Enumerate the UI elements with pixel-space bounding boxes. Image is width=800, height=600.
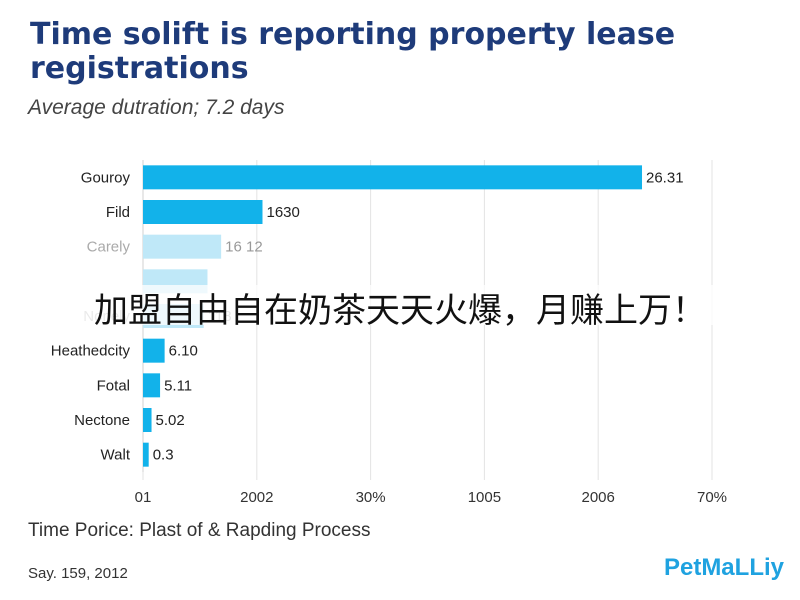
bar — [143, 200, 263, 224]
chart-title: Time solift is reporting property lease … — [30, 17, 676, 86]
category-label: Gouroy — [81, 169, 131, 186]
x-tick-label: 2006 — [582, 489, 615, 506]
bar — [143, 234, 222, 259]
data-label: 1630 — [266, 204, 299, 221]
bar — [143, 442, 149, 467]
data-label: 5.02 — [156, 412, 185, 429]
x-tick-label: 2002 — [240, 489, 273, 506]
x-tick-label: 01 — [135, 489, 152, 506]
overlay-ad-text: 加盟自由自在奶茶天天火爆，月赚上万！ — [94, 291, 706, 331]
x-tick-label: 70% — [697, 489, 727, 506]
bar — [143, 165, 643, 190]
x-tick-label: 1005 — [468, 489, 501, 506]
data-label: 26.31 — [646, 169, 684, 186]
source-note: Time Porice: Plast of & Rapding Process — [28, 520, 371, 541]
bar — [143, 408, 152, 432]
chart-subtitle: Average dutration; 7.2 days — [28, 96, 285, 119]
x-axis-ticks: 01 2002 30% 1005 2006 70% — [135, 489, 727, 506]
bar — [143, 373, 161, 398]
category-label: Fotal — [97, 377, 130, 394]
category-label: Walt — [101, 447, 131, 464]
data-label: 0.3 — [153, 447, 174, 464]
overlay-background — [0, 285, 800, 325]
brand-logo: PetMaLLiy — [663, 554, 784, 581]
data-label: 6.10 — [169, 343, 198, 360]
date-note: Say. 159, 2012 — [28, 565, 128, 582]
data-label: 16 12 — [225, 239, 263, 256]
category-label: Heathedcity — [51, 343, 131, 360]
category-label: Nectone — [74, 412, 130, 429]
category-label: Carely — [87, 239, 131, 256]
bar — [143, 338, 165, 363]
category-label: Fild — [106, 204, 130, 221]
data-label: 5.11 — [164, 377, 192, 394]
x-tick-label: 30% — [356, 489, 386, 506]
